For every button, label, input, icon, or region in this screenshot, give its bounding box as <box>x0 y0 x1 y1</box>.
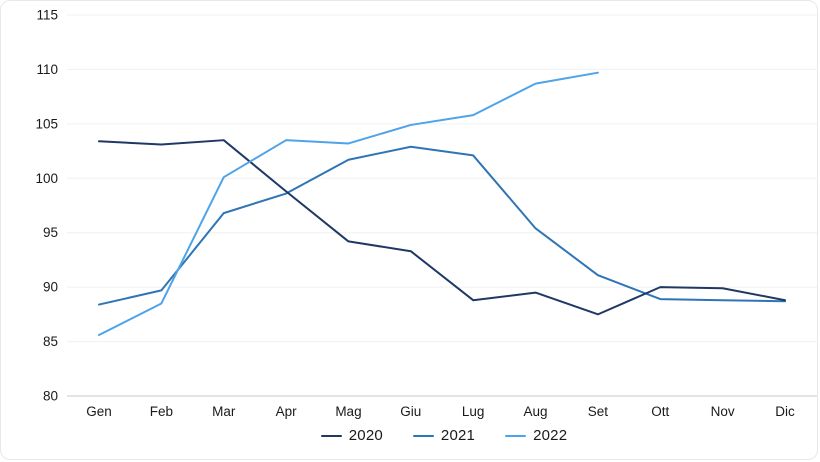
x-axis-tick-label: Apr <box>276 404 298 419</box>
legend-item-2020: 2020 <box>320 427 383 444</box>
y-axis-tick-label: 100 <box>35 171 58 186</box>
legend-line-swatch-2020 <box>320 434 342 437</box>
legend-line-swatch-2022 <box>505 434 527 437</box>
x-axis-tick-label: Feb <box>150 404 173 419</box>
y-axis-tick-label: 115 <box>36 8 58 23</box>
x-axis-tick-label: Aug <box>524 404 548 419</box>
legend-item-2022: 2022 <box>505 427 567 444</box>
x-axis-tick-label: Set <box>588 404 609 419</box>
y-axis-tick-label: 80 <box>43 389 58 404</box>
legend-item-2021: 2021 <box>412 427 476 444</box>
x-axis-tick-label: Dic <box>775 404 795 419</box>
x-axis-tick-label: Giu <box>400 404 421 419</box>
series-line-2021 <box>98 145 786 306</box>
x-axis-tick-label: Mag <box>335 404 361 419</box>
y-axis-tick-label: 90 <box>43 280 58 295</box>
series-line-2022 <box>98 71 599 337</box>
y-axis-tick-label: 105 <box>35 116 58 131</box>
x-axis-tick-label: Gen <box>86 404 112 419</box>
x-axis-tick-label: Mar <box>212 404 236 419</box>
legend-label-2022: 2022 <box>533 427 568 444</box>
y-axis-tick-label: 95 <box>43 225 58 240</box>
legend-label-2021: 2021 <box>440 427 476 444</box>
y-axis-tick-label: 110 <box>36 62 58 77</box>
y-axis-tick-label: 85 <box>43 334 58 349</box>
series-line-2020 <box>98 139 786 316</box>
x-axis-tick-label: Ott <box>651 404 669 419</box>
legend-label-2020: 2020 <box>348 427 383 444</box>
x-axis-tick-label: Lug <box>462 404 485 419</box>
x-axis-tick-label: Nov <box>711 404 735 419</box>
chart-legend: 2020 2021 2022 <box>1 427 817 444</box>
legend-line-swatch-2021 <box>412 434 434 437</box>
